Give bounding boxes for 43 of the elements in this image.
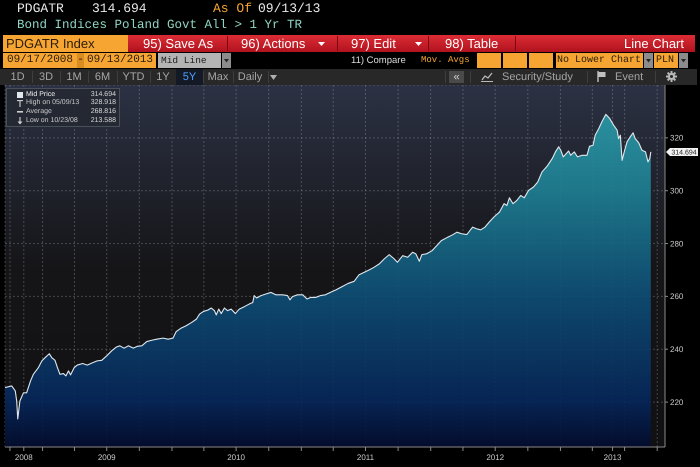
text: 1M — [65, 70, 83, 85]
text: YTD — [122, 70, 146, 85]
text: PDGATR Index — [3, 35, 128, 52]
text: 97) Edit — [351, 35, 397, 52]
text: 09/13/13 — [258, 0, 322, 17]
text: 09/17/2008 — [3, 53, 77, 68]
text: 6M — [94, 70, 112, 85]
text: PDGATR — [17, 0, 65, 17]
text: 96) Actions — [241, 35, 306, 52]
text: 95) Save As — [143, 35, 214, 52]
y-tick-label: 280 — [670, 239, 684, 248]
y-tick-label: 240 — [670, 344, 684, 354]
text: 3D — [38, 70, 54, 85]
text: Mid Line — [158, 53, 221, 68]
x-tick-label: 2013 — [604, 452, 622, 462]
text: « — [449, 71, 464, 83]
text: Max — [206, 70, 230, 85]
text: No Lower Chart — [556, 53, 643, 68]
text: 09/13/2013 — [84, 53, 156, 68]
y-tick-label: 220 — [670, 398, 684, 407]
x-tick-label: 2012 — [486, 452, 505, 462]
text: As Of — [213, 0, 254, 17]
text: Line Chart — [623, 35, 685, 52]
text: 98) Table — [445, 35, 500, 52]
text: 5Y — [176, 69, 203, 85]
text: PLN — [654, 53, 678, 68]
x-tick-label: 2010 — [227, 452, 246, 462]
y-tick-label: 260 — [670, 292, 684, 302]
text: Daily — [236, 70, 264, 85]
x-tick-label: 2008 — [14, 452, 34, 462]
text: 314.694 — [92, 0, 148, 17]
text: 1D — [9, 70, 26, 85]
text: Security/Study — [502, 70, 574, 85]
x-tick-label: 2011 — [356, 452, 375, 462]
text: 1Y — [155, 70, 171, 85]
text: Event — [615, 70, 644, 85]
chart-title: Bond Indices Poland Govt All > 1 Yr TR — [17, 17, 302, 34]
text: Mov. Avgs — [421, 54, 471, 67]
text: - — [77, 53, 84, 68]
y-tick-label: 300 — [670, 186, 684, 196]
x-tick-label: 2009 — [98, 452, 116, 462]
text: 11) Compare — [351, 54, 407, 68]
y-tick-label: 320 — [670, 134, 684, 143]
